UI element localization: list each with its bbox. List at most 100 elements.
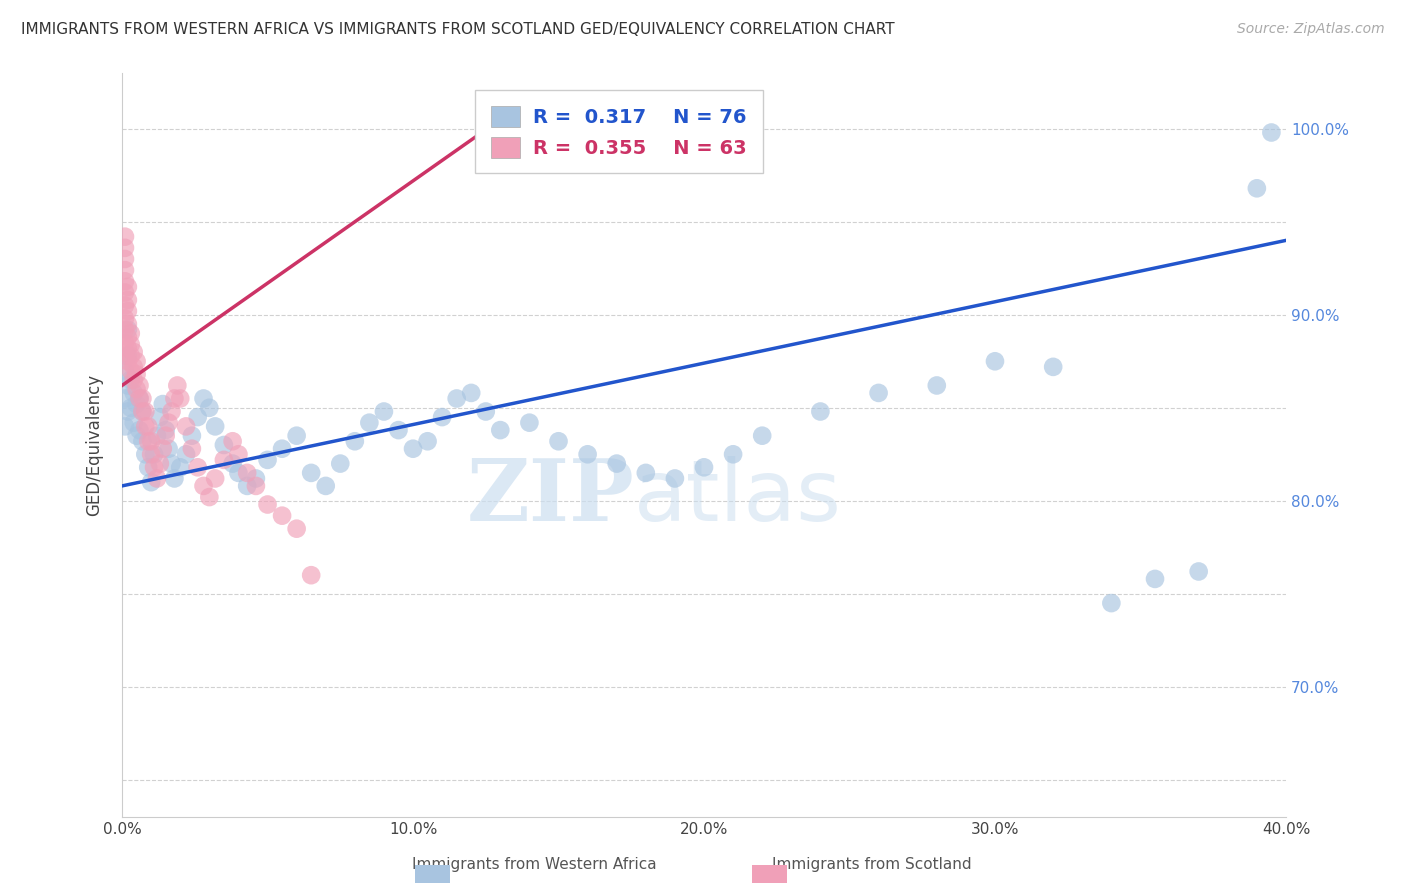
Point <box>271 508 294 523</box>
Point <box>120 373 142 387</box>
Point <box>117 341 139 355</box>
Point <box>204 419 226 434</box>
Point <box>299 466 322 480</box>
Legend: R =  0.317    N = 76, R =  0.355    N = 63: R = 0.317 N = 76, R = 0.355 N = 63 <box>475 90 762 173</box>
Point <box>343 434 366 449</box>
Text: ZIP: ZIP <box>467 455 634 539</box>
Point <box>134 419 156 434</box>
Point <box>117 378 139 392</box>
Point <box>128 392 150 406</box>
Point <box>204 471 226 485</box>
Point <box>984 354 1007 368</box>
Point <box>245 479 267 493</box>
Point <box>141 475 163 490</box>
Point <box>117 404 139 418</box>
Point <box>141 447 163 461</box>
Point <box>120 349 142 363</box>
Point <box>117 330 139 344</box>
Point <box>271 442 294 456</box>
Point <box>169 460 191 475</box>
Point <box>416 434 439 449</box>
Point <box>808 404 831 418</box>
Point <box>721 447 744 461</box>
Point <box>152 442 174 456</box>
Point <box>155 423 177 437</box>
Point <box>157 442 180 456</box>
Text: Immigrants from Western Africa: Immigrants from Western Africa <box>412 857 657 872</box>
Point <box>117 317 139 331</box>
Text: IMMIGRANTS FROM WESTERN AFRICA VS IMMIGRANTS FROM SCOTLAND GED/EQUIVALENCY CORRE: IMMIGRANTS FROM WESTERN AFRICA VS IMMIGR… <box>21 22 894 37</box>
Point <box>117 304 139 318</box>
Point <box>187 460 209 475</box>
Point <box>128 423 150 437</box>
Point <box>146 428 169 442</box>
Point <box>114 349 136 363</box>
Text: Immigrants from Scotland: Immigrants from Scotland <box>772 857 972 872</box>
Point <box>163 471 186 485</box>
Point <box>163 392 186 406</box>
Point <box>160 404 183 418</box>
Point <box>1188 565 1211 579</box>
Point <box>125 428 148 442</box>
Point <box>125 397 148 411</box>
Point <box>117 354 139 368</box>
Point <box>285 428 308 442</box>
Point <box>114 335 136 350</box>
Point <box>131 404 153 418</box>
Point <box>460 385 482 400</box>
Point <box>245 471 267 485</box>
Point <box>519 416 541 430</box>
Point <box>114 419 136 434</box>
Point <box>174 419 197 434</box>
Point <box>221 434 243 449</box>
Point <box>193 392 215 406</box>
Point <box>606 457 628 471</box>
Point <box>160 457 183 471</box>
Point <box>131 434 153 449</box>
Y-axis label: GED/Equivalency: GED/Equivalency <box>86 374 103 516</box>
Point <box>373 404 395 418</box>
Point <box>547 434 569 449</box>
Point <box>122 416 145 430</box>
Point <box>155 428 177 442</box>
Point <box>114 363 136 377</box>
Point <box>120 326 142 341</box>
Point <box>256 453 278 467</box>
Point <box>1246 181 1268 195</box>
Point <box>221 457 243 471</box>
Point <box>193 479 215 493</box>
Text: atlas: atlas <box>634 456 842 539</box>
Point <box>114 274 136 288</box>
Point <box>134 404 156 418</box>
Point <box>131 392 153 406</box>
Point <box>925 378 948 392</box>
Point <box>117 280 139 294</box>
Point <box>122 373 145 387</box>
Point <box>180 442 202 456</box>
Point <box>359 416 381 430</box>
Point <box>868 385 890 400</box>
Point <box>169 392 191 406</box>
Point <box>149 457 172 471</box>
Point <box>114 285 136 300</box>
Point <box>180 428 202 442</box>
Point <box>136 434 159 449</box>
Point <box>236 479 259 493</box>
Point <box>446 392 468 406</box>
Point <box>212 453 235 467</box>
Point <box>299 568 322 582</box>
Point <box>149 410 172 425</box>
Text: Source: ZipAtlas.com: Source: ZipAtlas.com <box>1237 22 1385 37</box>
Point <box>114 323 136 337</box>
Point <box>125 368 148 382</box>
Point <box>1260 126 1282 140</box>
Point <box>136 460 159 475</box>
Point <box>128 378 150 392</box>
Point <box>143 447 166 461</box>
Point <box>114 392 136 406</box>
Point <box>114 263 136 277</box>
Point <box>117 293 139 307</box>
Point <box>114 311 136 326</box>
Point <box>122 359 145 374</box>
Point <box>693 460 716 475</box>
